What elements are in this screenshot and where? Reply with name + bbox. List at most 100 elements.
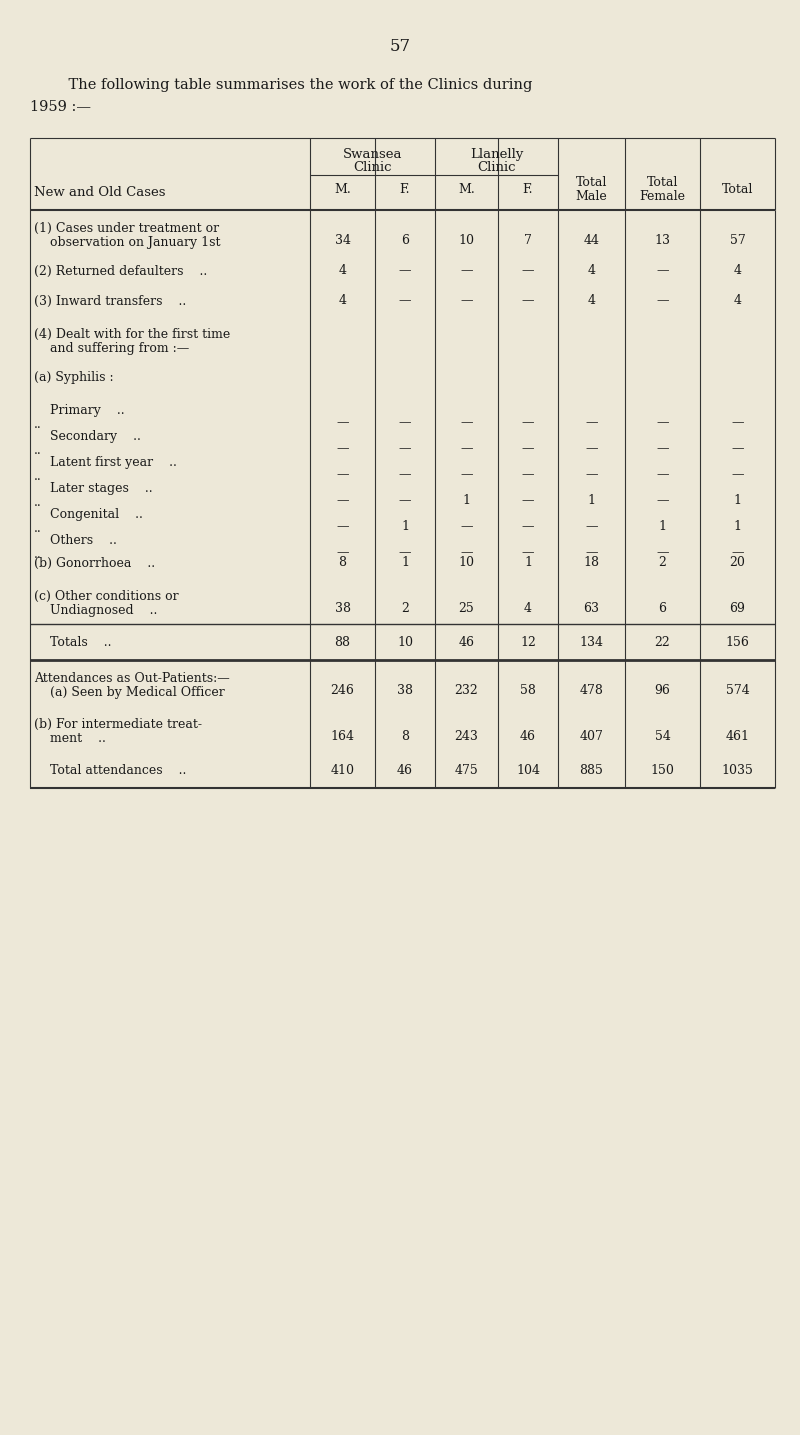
- Text: —: —: [398, 416, 411, 429]
- Text: —: —: [336, 521, 349, 534]
- Text: observation on January 1st: observation on January 1st: [34, 235, 221, 250]
- Text: 1035: 1035: [722, 763, 754, 776]
- Text: —: —: [398, 547, 411, 560]
- Text: Clinic: Clinic: [478, 161, 516, 174]
- Text: ..: ..: [34, 522, 42, 535]
- Text: —: —: [460, 547, 473, 560]
- Text: —: —: [656, 294, 669, 307]
- Text: Attendances as Out-Patients:—: Attendances as Out-Patients:—: [34, 672, 230, 684]
- Text: 4: 4: [587, 264, 595, 277]
- Text: —: —: [336, 416, 349, 429]
- Text: 12: 12: [520, 636, 536, 649]
- Text: 58: 58: [520, 684, 536, 697]
- Text: 150: 150: [650, 763, 674, 776]
- Text: 10: 10: [397, 636, 413, 649]
- Text: —: —: [656, 264, 669, 277]
- Text: 885: 885: [579, 763, 603, 776]
- Text: —: —: [656, 468, 669, 482]
- Text: 574: 574: [726, 684, 750, 697]
- Text: 10: 10: [458, 557, 474, 570]
- Text: —: —: [586, 416, 598, 429]
- Text: 18: 18: [583, 557, 599, 570]
- Text: 246: 246: [330, 684, 354, 697]
- Text: 1959 :—: 1959 :—: [30, 100, 91, 113]
- Text: M.: M.: [458, 184, 475, 197]
- Text: 1: 1: [401, 521, 409, 534]
- Text: (4) Dealt with for the first time: (4) Dealt with for the first time: [34, 329, 230, 342]
- Text: —: —: [336, 495, 349, 508]
- Text: The following table summarises the work of the Clinics during: The following table summarises the work …: [50, 77, 532, 92]
- Text: ment    ..: ment ..: [34, 732, 106, 745]
- Text: —: —: [398, 468, 411, 482]
- Text: —: —: [586, 468, 598, 482]
- Text: 44: 44: [583, 234, 599, 247]
- Text: —: —: [522, 264, 534, 277]
- Text: ..: ..: [34, 443, 42, 456]
- Text: —: —: [586, 442, 598, 455]
- Text: —: —: [522, 468, 534, 482]
- Text: 410: 410: [330, 763, 354, 776]
- Text: —: —: [398, 495, 411, 508]
- Text: —: —: [586, 547, 598, 560]
- Text: 407: 407: [579, 730, 603, 743]
- Text: —: —: [522, 547, 534, 560]
- Text: 461: 461: [726, 730, 750, 743]
- Text: Total: Total: [722, 184, 753, 197]
- Text: (b) Gonorrhoea    ..: (b) Gonorrhoea ..: [34, 557, 155, 570]
- Text: Congenital    ..: Congenital ..: [34, 508, 143, 521]
- Text: —: —: [522, 442, 534, 455]
- Text: (c) Other conditions or: (c) Other conditions or: [34, 590, 178, 603]
- Text: —: —: [656, 416, 669, 429]
- Text: —: —: [731, 416, 744, 429]
- Text: 8: 8: [338, 557, 346, 570]
- Text: 20: 20: [730, 557, 746, 570]
- Text: 38: 38: [334, 603, 350, 616]
- Text: 88: 88: [334, 636, 350, 649]
- Text: Latent first year    ..: Latent first year ..: [34, 456, 177, 469]
- Text: 1: 1: [524, 557, 532, 570]
- Text: 38: 38: [397, 684, 413, 697]
- Text: 54: 54: [654, 730, 670, 743]
- Text: Total
Female: Total Female: [639, 175, 686, 204]
- Text: 1: 1: [401, 557, 409, 570]
- Text: 34: 34: [334, 234, 350, 247]
- Text: 13: 13: [654, 234, 670, 247]
- Text: —: —: [656, 442, 669, 455]
- Text: 7: 7: [524, 234, 532, 247]
- Text: —: —: [460, 521, 473, 534]
- Text: 1: 1: [734, 521, 742, 534]
- Text: 6: 6: [658, 603, 666, 616]
- Text: (a) Syphilis :: (a) Syphilis :: [34, 370, 114, 383]
- Text: Secondary    ..: Secondary ..: [34, 430, 141, 443]
- Text: 10: 10: [458, 234, 474, 247]
- Text: 46: 46: [520, 730, 536, 743]
- Text: 104: 104: [516, 763, 540, 776]
- Text: (3) Inward transfers    ..: (3) Inward transfers ..: [34, 294, 186, 307]
- Text: 6: 6: [401, 234, 409, 247]
- Text: Total
Male: Total Male: [576, 175, 607, 204]
- Text: 156: 156: [726, 636, 750, 649]
- Text: F.: F.: [400, 184, 410, 197]
- Text: 243: 243: [454, 730, 478, 743]
- Text: —: —: [336, 547, 349, 560]
- Text: ..: ..: [34, 548, 42, 561]
- Text: 8: 8: [401, 730, 409, 743]
- Text: —: —: [656, 547, 669, 560]
- Text: 4: 4: [338, 264, 346, 277]
- Text: 4: 4: [587, 294, 595, 307]
- Text: —: —: [731, 547, 744, 560]
- Text: 478: 478: [579, 684, 603, 697]
- Text: Later stages    ..: Later stages ..: [34, 482, 153, 495]
- Text: 4: 4: [338, 294, 346, 307]
- Text: —: —: [656, 495, 669, 508]
- Text: 475: 475: [454, 763, 478, 776]
- Text: 2: 2: [401, 603, 409, 616]
- Text: 1: 1: [587, 495, 595, 508]
- Text: 134: 134: [579, 636, 603, 649]
- Text: 1: 1: [734, 495, 742, 508]
- Text: Totals    ..: Totals ..: [34, 636, 111, 649]
- Text: —: —: [522, 294, 534, 307]
- Text: —: —: [398, 442, 411, 455]
- Text: —: —: [522, 495, 534, 508]
- Text: M.: M.: [334, 184, 351, 197]
